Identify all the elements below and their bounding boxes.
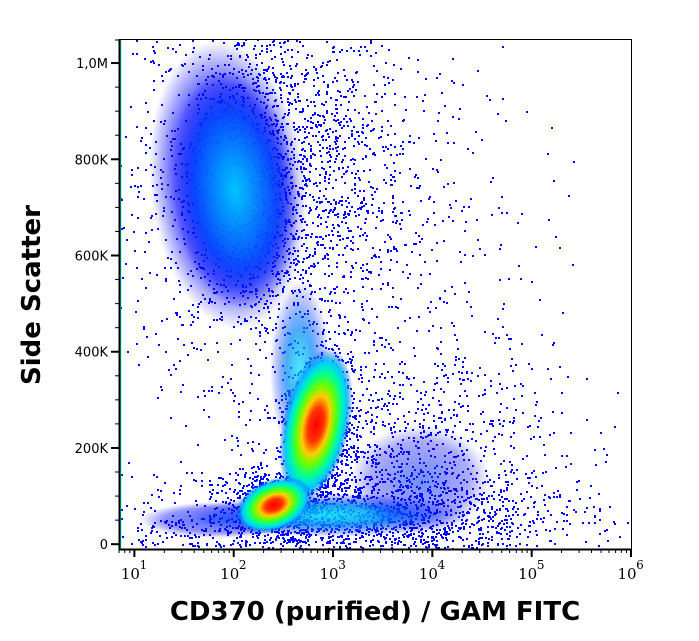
density-overlay [140, 40, 490, 538]
y-tick-label: 400K [75, 346, 109, 361]
y-axis-ticks: 0 200K 400K 600K 800K 1,0M [75, 39, 119, 553]
x-tick-label: 10 [419, 565, 438, 583]
x-tick-label: 10 [121, 565, 140, 583]
x-tick-exponent: 6 [636, 558, 644, 572]
x-tick-exponent: 2 [239, 558, 247, 572]
x-tick-label: 10 [220, 565, 239, 583]
x-tick-exponent: 4 [438, 558, 446, 572]
plot-area [120, 40, 631, 549]
x-axis-ticks: 10 1 10 2 10 3 10 4 10 5 10 6 [118, 549, 644, 583]
y-tick-label: 600K [75, 250, 109, 265]
x-axis-label: CD370 (purified) / GAM FITC [170, 597, 580, 627]
y-tick-label: 800K [75, 153, 109, 168]
y-axis-label: Side Scatter [17, 205, 47, 385]
x-tick-label: 10 [319, 565, 338, 583]
y-tick-label: 200K [75, 442, 109, 457]
x-tick-exponent: 3 [338, 558, 346, 572]
x-tick-label: 10 [518, 565, 537, 583]
y-tick-label: 0 [100, 538, 108, 553]
y-tick-label: 1,0M [76, 57, 108, 72]
x-tick-label: 10 [617, 565, 636, 583]
x-tick-exponent: 1 [140, 558, 148, 572]
x-tick-exponent: 5 [537, 558, 545, 572]
